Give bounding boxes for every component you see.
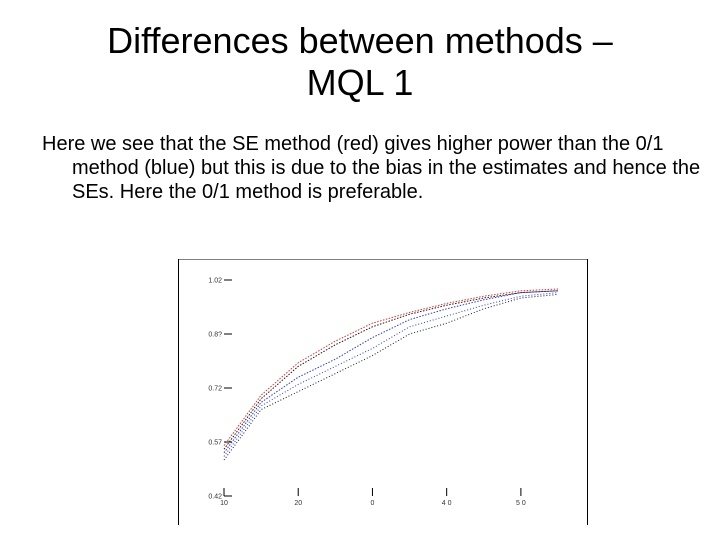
series-line-2 bbox=[223, 290, 559, 450]
slide-body-text: Here we see that the SE method (red) giv… bbox=[42, 133, 701, 203]
series-line-3 bbox=[223, 290, 559, 454]
y-tick-label: 0.57 bbox=[208, 440, 222, 447]
y-tick-label: 1.02 bbox=[208, 278, 222, 285]
x-tick-label: 4 0 bbox=[442, 500, 452, 507]
slide-title: Differences between methods – MQL 1 bbox=[40, 20, 680, 104]
x-tick-label: 0 bbox=[370, 500, 374, 507]
x-axis: 10 20 0 4 0 5 0 bbox=[220, 488, 526, 507]
x-tick-label: 10 bbox=[220, 500, 228, 507]
y-tick-label: 0.8? bbox=[208, 332, 222, 339]
series-line-5 bbox=[223, 293, 559, 461]
y-tick-label: 0.42 bbox=[208, 494, 222, 501]
series-line-4 bbox=[223, 292, 559, 457]
power-line-chart: 0.42 0.57 0.72 0.8? 1.02 10 20 0 4 0 5 0 bbox=[178, 259, 588, 525]
y-tick-label: 0.72 bbox=[208, 386, 222, 393]
slide-title-line-2: MQL 1 bbox=[306, 62, 414, 103]
y-axis: 0.42 0.57 0.72 0.8? 1.02 bbox=[208, 278, 232, 501]
x-tick-label: 5 0 bbox=[516, 500, 526, 507]
slide-title-line-1: Differences between methods – bbox=[107, 20, 613, 61]
series-line-1 bbox=[223, 288, 559, 446]
series-layer bbox=[223, 288, 559, 461]
chart-svg: 0.42 0.57 0.72 0.8? 1.02 10 20 0 4 0 5 0 bbox=[178, 259, 588, 525]
x-tick-label: 20 bbox=[294, 500, 302, 507]
